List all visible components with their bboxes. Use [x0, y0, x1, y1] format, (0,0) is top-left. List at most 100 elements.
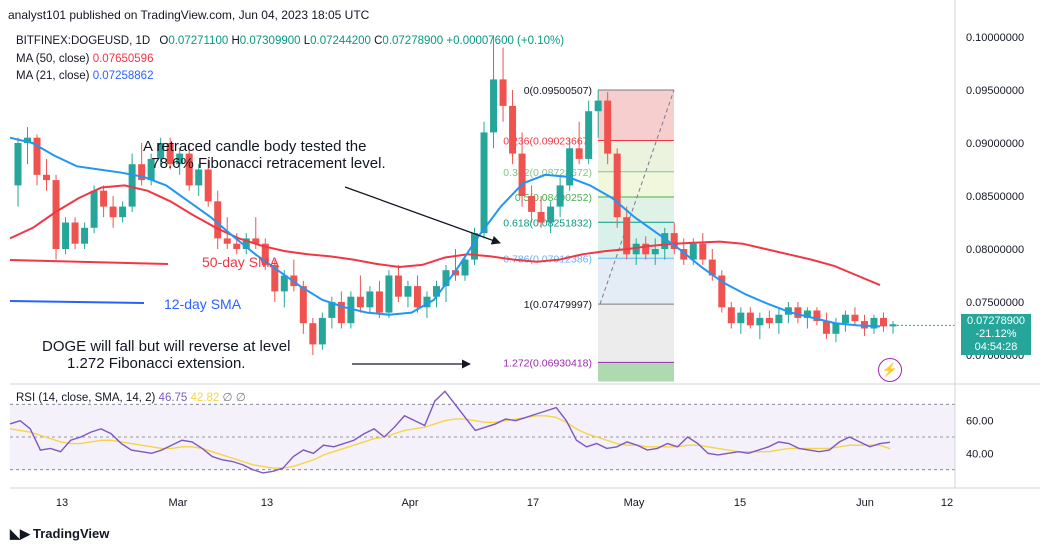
rsi-legend[interactable]: RSI (14, close, SMA, 14, 2) 46.75 42.82 …	[16, 390, 246, 404]
candle-body	[423, 296, 431, 308]
ma50-value: 0.07650596	[92, 53, 154, 65]
candle-body	[765, 317, 773, 324]
rsi-sma-value: 42.82	[190, 392, 220, 404]
candle-body	[261, 243, 269, 265]
candle-body	[537, 211, 545, 223]
candle-body	[737, 312, 745, 324]
candle-body	[556, 185, 564, 207]
candle-body	[594, 100, 602, 112]
candle-body	[509, 105, 517, 154]
candle-body	[394, 275, 402, 297]
candle-body	[547, 206, 555, 223]
candle-body	[157, 143, 165, 159]
rsi-tick-label: 60.00	[966, 416, 994, 428]
time-tick-label: 15	[734, 497, 746, 509]
candle-body	[119, 206, 127, 218]
price-tick-label: 0.07500000	[966, 297, 1024, 309]
candle-body	[100, 190, 108, 207]
ma21-legend[interactable]: MA (21, close) 0.07258862	[16, 70, 153, 82]
symbol-label[interactable]: BITFINEX:DOGEUSD, 1D	[16, 35, 151, 47]
candle-body	[680, 249, 688, 260]
candle-body	[832, 323, 840, 334]
candle-body	[366, 291, 374, 308]
time-tick-label: 13	[261, 497, 273, 509]
fib-level-label: 0(0.09500507)	[524, 85, 592, 97]
candle-body	[670, 233, 678, 249]
candle-body	[632, 243, 640, 255]
brand-name: TradingView	[33, 526, 110, 541]
candle-body	[699, 243, 707, 260]
candle-body	[651, 249, 659, 255]
fib-level-label: 0.5(0.08490252)	[515, 192, 592, 204]
candle-body	[214, 201, 222, 239]
rsi-band	[10, 404, 955, 470]
candle-body	[528, 196, 536, 212]
rsi-hidden-icon-1: ∅	[222, 392, 233, 404]
candle-body	[347, 296, 355, 324]
lightning-icon[interactable]: ⚡	[878, 358, 902, 382]
candle-body	[337, 302, 345, 324]
open-value: 0.07271100	[168, 35, 229, 47]
candle-body	[480, 132, 488, 234]
candle-body	[575, 148, 583, 159]
last-price-tag: 0.07278900 -21.12% 04:54:28	[961, 314, 1031, 355]
candle-body	[185, 153, 193, 186]
candle-body	[252, 238, 260, 244]
time-tick-label: 13	[56, 497, 68, 509]
candle-body	[71, 222, 79, 244]
time-tick-label: May	[624, 497, 645, 509]
sma12-label: 12-day SMA	[164, 296, 242, 312]
candle-body	[404, 286, 412, 297]
ma21-value: 0.07258862	[92, 70, 154, 82]
rsi-sma-line	[9, 415, 891, 469]
candle-body	[452, 270, 459, 276]
candle-body	[204, 169, 212, 202]
candle-body	[756, 317, 764, 326]
candle-body	[623, 217, 631, 255]
close-label: C	[374, 35, 383, 47]
candle-body	[128, 164, 136, 207]
candle-body	[461, 259, 469, 276]
candle-body	[879, 317, 887, 327]
candle-body	[604, 100, 612, 154]
fib-arrow	[344, 186, 501, 245]
candle-body	[794, 307, 802, 318]
price-tick-label: 0.09000000	[966, 138, 1024, 150]
fib-band	[598, 171, 674, 198]
candle-body	[566, 148, 574, 186]
fib-level-label: 0.618(0.08251832)	[503, 217, 592, 229]
rsi-value: 46.75	[158, 392, 188, 404]
candle-body	[328, 302, 336, 318]
candle-body	[727, 307, 735, 324]
time-tick-label: Jun	[856, 497, 874, 509]
ma21-label: MA (21, close)	[16, 70, 90, 82]
candle-body	[52, 180, 60, 249]
candle-body	[90, 190, 98, 228]
candle-body	[147, 158, 155, 181]
candle-body	[223, 238, 231, 244]
sma50-marker-line	[9, 259, 169, 265]
ohlc-legend: BITFINEX:DOGEUSD, 1D O0.07271100 H0.0730…	[16, 35, 564, 47]
candle-body	[689, 243, 697, 260]
price-tick-label: 0.09500000	[966, 85, 1024, 97]
candle-body	[490, 79, 498, 133]
candle-body	[385, 275, 393, 313]
last-price: 0.07278900	[966, 315, 1026, 327]
tradingview-brand[interactable]: ◣▶ TradingView	[10, 526, 109, 542]
candle-body	[471, 233, 479, 260]
time-tick-label: Mar	[169, 497, 188, 509]
ma50-legend[interactable]: MA (50, close) 0.07650596	[16, 53, 153, 65]
candle-body	[442, 270, 450, 287]
candle-body	[518, 153, 526, 196]
candle-body	[803, 310, 811, 318]
fib-band	[598, 258, 674, 305]
candle-body	[24, 137, 32, 143]
tradingview-logo-icon: ◣▶	[10, 526, 30, 541]
candle-body	[499, 79, 507, 106]
change-value: +0.00007600 (+0.10%)	[446, 35, 565, 47]
candle-body	[870, 317, 878, 329]
fib-level-label: 1(0.07479997)	[524, 299, 592, 311]
fib-level-label: 0.382(0.08728672)	[503, 167, 592, 179]
rsi-label: RSI (14, close, SMA, 14, 2)	[16, 392, 156, 404]
